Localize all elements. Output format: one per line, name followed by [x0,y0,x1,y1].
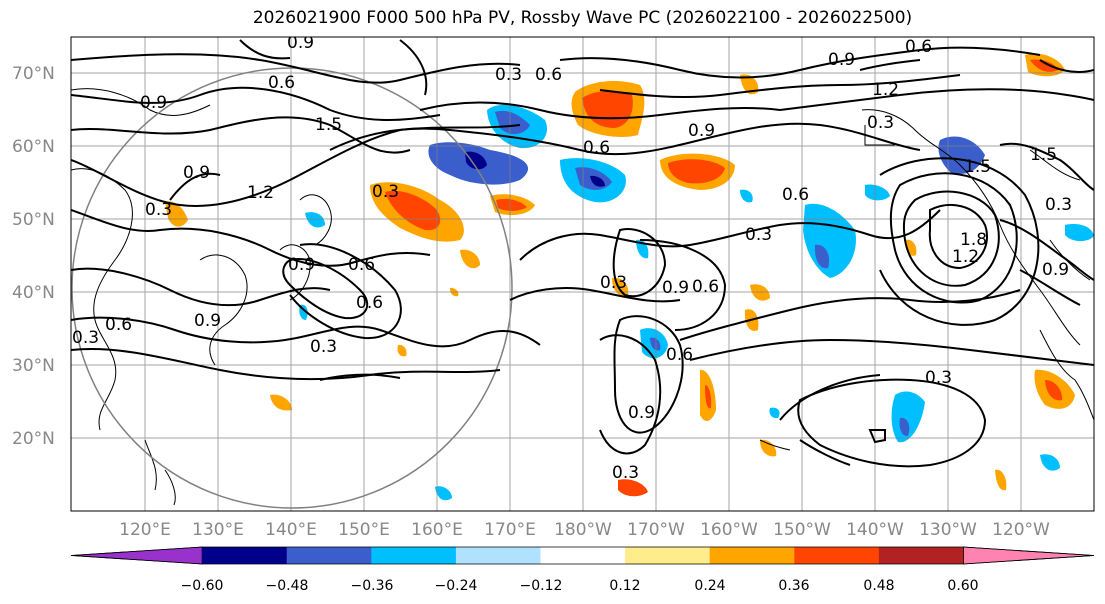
lon-label: 130°W [919,520,977,540]
contour-label: 0.9 [194,311,221,331]
contour-label: 1.8 [960,230,987,250]
contour-label: 0.6 [105,315,132,335]
lat-label: 60°N [12,137,55,157]
reference-circle [71,67,513,509]
pv-contours [71,39,1094,468]
colorbar-tick-label: 0.36 [778,578,809,594]
colorbar-segment [878,547,964,564]
contour-label: 0.6 [905,37,932,57]
lon-label: 150°W [773,520,831,540]
positive-anomaly-shading [165,53,1075,497]
contour-label: 0.9 [287,33,314,53]
map-title: 2026021900 F000 500 hPa PV, Rossby Wave … [252,8,913,28]
contour-label: 0.6 [782,185,809,205]
contour-label: 0.3 [600,273,627,293]
colorbar [70,546,1095,565]
colorbar-tick-label: −0.36 [351,578,394,594]
contour-label: 1.2 [872,80,899,100]
longitude-labels: 120°E 130°E 140°E 150°E 160°E 170°E 180°… [119,520,1050,540]
lat-label: 20°N [12,429,55,449]
map-gridlines [71,37,1094,511]
lon-label: 120°W [992,520,1050,540]
contour-label: 0.3 [867,113,894,133]
plot-frame [70,36,1095,512]
contour-label: 0.3 [925,368,952,388]
colorbar-tick-label: −0.48 [266,578,309,594]
contour-label: 0.3 [1045,195,1072,215]
contour-label: 1.2 [247,183,274,203]
colorbar-tick-label: −0.60 [181,578,224,594]
contour-label: 0.9 [183,163,210,183]
contour-label: 1.5 [315,115,342,135]
contour-label: 0.9 [662,278,689,298]
contour-label: 0.3 [310,337,337,357]
contour-label: 0.6 [356,293,383,313]
colorbar-segment [371,547,457,564]
contour-label: 0.3 [495,65,522,85]
colorbar-segment [202,547,288,564]
contour-label: 0.6 [583,138,610,158]
contour-label: 1.2 [952,247,979,267]
latitude-labels: 70°N 60°N 50°N 40°N 30°N 20°N [12,64,55,449]
contour-label: 0.9 [1042,260,1069,280]
contour-label: 0.3 [145,200,172,220]
colorbar-segment [625,547,711,564]
colorbar-segment [709,547,795,564]
lon-label: 120°E [119,520,171,540]
colorbar-segment [70,546,203,565]
lon-label: 150°E [338,520,390,540]
contour-label: 0.3 [612,463,639,483]
colorbar-tick-label: −0.12 [520,578,563,594]
lon-label: 140°W [846,520,904,540]
lat-label: 40°N [12,283,55,303]
colorbar-segment [963,546,1095,565]
colorbar-frame [70,546,1095,565]
contour-label: 0.9 [828,50,855,70]
lon-label: 170°W [627,520,685,540]
contour-label: 0.6 [666,345,693,365]
lon-label: 180°W [554,520,612,540]
colorbar-tick-label: 0.12 [609,578,640,594]
colorbar-tick-label: 0.60 [947,578,978,594]
contour-label: 1.5 [1030,145,1057,165]
lon-label: 130°E [192,520,244,540]
contour-label: 0.3 [372,182,399,202]
contour-label: 0.3 [72,328,99,348]
contour-label: 0.6 [692,277,719,297]
colorbar-segment [455,547,541,564]
contour-label: 0.9 [688,121,715,141]
lat-label: 70°N [12,64,55,84]
lat-label: 50°N [12,210,55,230]
contour-label: 0.6 [535,65,562,85]
lat-label: 30°N [12,356,55,376]
lon-label: 160°W [700,520,758,540]
contour-label: 0.3 [745,225,772,245]
contour-label: 0.9 [628,403,655,423]
colorbar-segment [540,547,626,564]
contour-label: 0.6 [268,73,295,93]
colorbar-segment [794,547,880,564]
negative-anomaly-shading [299,104,1094,501]
colorbar-tick-label: −0.24 [435,578,478,594]
contour-label: 0.9 [288,255,315,275]
colorbar-tick-labels: −0.60 −0.48 −0.36 −0.24 −0.12 0.12 0.24 … [181,578,979,594]
lon-label: 160°E [411,520,463,540]
lon-label: 140°E [265,520,317,540]
contour-label: 1.5 [964,157,991,177]
colorbar-tick-label: 0.24 [694,578,725,594]
colorbar-segment [286,547,372,564]
contour-label: 0.9 [140,93,167,113]
colorbar-tick-label: 0.48 [863,578,894,594]
contour-label-group: 0.9 0.6 1.5 0.9 1.2 0.3 0.3 0.9 0.6 0.3 … [72,33,1072,483]
lon-label: 170°E [484,520,536,540]
contour-label: 0.6 [348,255,375,275]
